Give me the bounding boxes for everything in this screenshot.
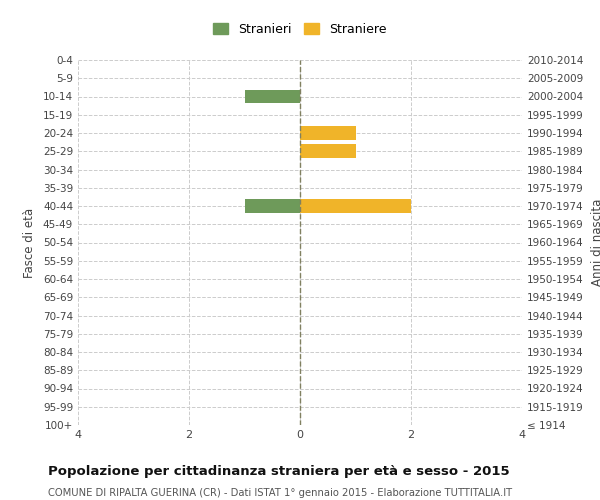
- Y-axis label: Anni di nascita: Anni di nascita: [590, 199, 600, 286]
- Bar: [300, 199, 411, 213]
- Bar: [300, 126, 355, 140]
- Bar: [300, 144, 355, 158]
- Text: Popolazione per cittadinanza straniera per età e sesso - 2015: Popolazione per cittadinanza straniera p…: [48, 465, 509, 478]
- Bar: [245, 199, 300, 213]
- Bar: [245, 90, 300, 104]
- Text: COMUNE DI RIPALTA GUERINA (CR) - Dati ISTAT 1° gennaio 2015 - Elaborazione TUTTI: COMUNE DI RIPALTA GUERINA (CR) - Dati IS…: [48, 488, 512, 498]
- Y-axis label: Fasce di età: Fasce di età: [23, 208, 36, 278]
- Legend: Stranieri, Straniere: Stranieri, Straniere: [209, 19, 391, 40]
